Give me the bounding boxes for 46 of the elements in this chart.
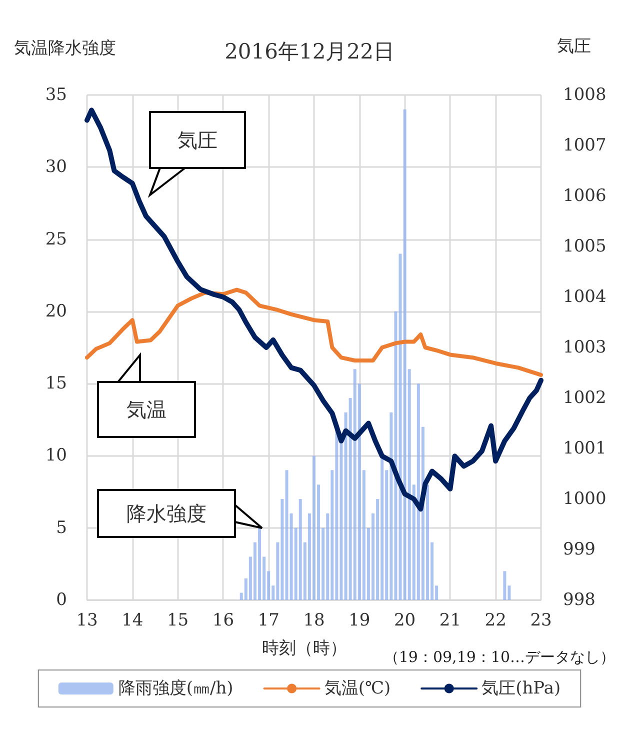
x-tick-label: 22 — [484, 610, 506, 630]
y2-tick-label: 1001 — [563, 438, 606, 458]
y-tick-label: 5 — [56, 518, 67, 538]
legend-label: 気圧(hPa) — [482, 678, 561, 698]
y2-tick-label: 1000 — [563, 489, 606, 509]
x-tick-label: 23 — [530, 610, 552, 630]
speech-callout: 降水強度 — [97, 489, 263, 538]
y-axis-title: 気温降水強度 — [14, 38, 116, 58]
y-tick-label: 10 — [45, 446, 67, 466]
annotation: 気圧 — [178, 128, 218, 152]
line-series — [85, 288, 543, 377]
x-tick-label: 17 — [258, 610, 280, 630]
x-tick-label: 16 — [212, 610, 234, 630]
y2-tick-label: 1003 — [563, 338, 606, 358]
y2-tick-label: 999 — [563, 540, 596, 560]
x-tick-label: 20 — [394, 610, 416, 630]
text: （19：09,19：10…データなし） — [384, 648, 615, 667]
y-tick-label: 25 — [45, 229, 67, 250]
bar — [503, 571, 506, 600]
x-tick-label: 21 — [439, 610, 462, 630]
y2-tick-label: 1004 — [563, 287, 606, 307]
y2-tick-label: 1005 — [563, 236, 606, 256]
y2-tick-label: 1002 — [563, 388, 606, 408]
y2-tick-label: 1008 — [563, 85, 606, 105]
annotation: 気温 — [126, 398, 166, 422]
y-tick-label: 30 — [45, 157, 67, 178]
legend-label: 降雨強度(㎜/h) — [118, 678, 234, 698]
y-tick-label: 15 — [45, 374, 67, 394]
x-tick-label: 15 — [166, 610, 189, 630]
annotation: 降水強度 — [126, 502, 206, 526]
chart-title: 2016年12月22日 — [224, 40, 394, 64]
x-tick-label: 14 — [122, 610, 144, 630]
y-tick-label: 20 — [45, 301, 67, 322]
x-tick-label: 19 — [348, 610, 370, 630]
y2-axis-title: 気圧 — [557, 36, 591, 56]
legend-label: 気温(℃) — [324, 678, 391, 698]
x-tick-label: 18 — [303, 610, 325, 630]
speech-callout: 気温 — [97, 352, 196, 438]
y2-tick-label: 1006 — [563, 186, 606, 206]
x-tick-label: 13 — [76, 610, 98, 630]
y-tick-label: 0 — [56, 590, 67, 610]
speech-callout: 気圧 — [148, 111, 246, 198]
x-axis-title: 時刻（時） — [262, 638, 347, 658]
y-tick-label: 35 — [45, 85, 67, 105]
y2-tick-label: 998 — [563, 590, 596, 610]
y2-tick-label: 1007 — [563, 136, 606, 156]
